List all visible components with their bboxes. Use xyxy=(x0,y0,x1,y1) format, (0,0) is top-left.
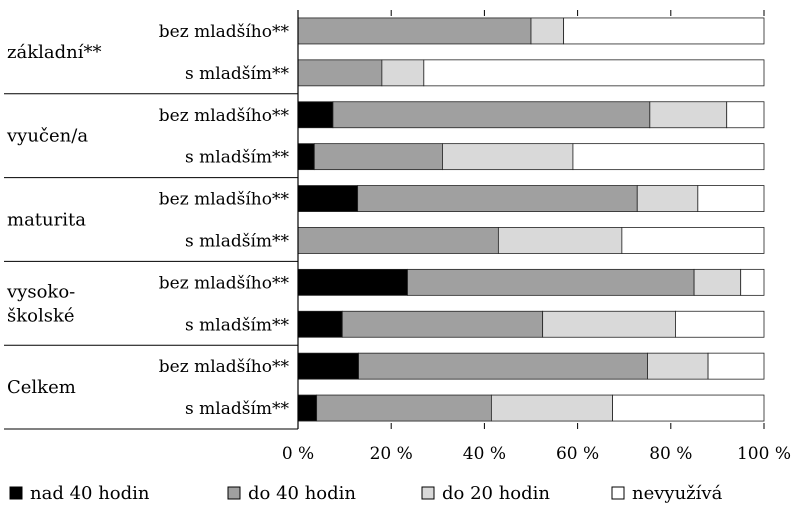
bar-g1-r1-s0 xyxy=(297,143,315,171)
bar-g1-r1-s1 xyxy=(313,143,443,171)
bar-g4-r1-s0 xyxy=(297,394,318,422)
row-label-g2-r0: bez mladšího** xyxy=(159,190,290,210)
bar-g1-r0-s0 xyxy=(297,101,334,129)
row-label-g0-r1: s mladším** xyxy=(185,64,289,84)
bar-g3-r0-s3 xyxy=(740,268,765,296)
bar-g2-r1-s1 xyxy=(297,227,499,254)
group-label-3-line-1: školské xyxy=(7,305,75,326)
x-tick-label-2: 40 % xyxy=(463,444,506,464)
bar-g2-r1-s3 xyxy=(621,227,765,254)
bar-g0-r1-s1 xyxy=(297,59,383,87)
group-label-1-line-0: vyučen/a xyxy=(6,126,88,147)
bar-g3-r1-s2 xyxy=(542,310,676,338)
bar-g2-r0-s2 xyxy=(636,185,699,212)
bar-g0-r1-s3 xyxy=(423,59,765,87)
row-label-g1-r1: s mladším** xyxy=(185,148,289,168)
row-label-g2-r1: s mladším** xyxy=(185,231,289,251)
row-label-g1-r0: bez mladšího** xyxy=(159,106,290,126)
row-label-g4-r1: s mladším** xyxy=(185,399,289,419)
group-label-4-line-0: Celkem xyxy=(7,377,76,398)
bar-g2-r0-s3 xyxy=(697,185,765,212)
bar-g2-r0-s1 xyxy=(357,185,638,212)
bar-g4-r0-s0 xyxy=(297,352,359,380)
x-tick-label-0: 0 % xyxy=(282,444,314,464)
bar-g0-r0-s3 xyxy=(563,17,765,45)
x-tick-label-3: 60 % xyxy=(556,444,599,464)
bar-g3-r0-s1 xyxy=(407,268,695,296)
row-label-g0-r0: bez mladšího** xyxy=(159,22,290,42)
legend-swatch-1 xyxy=(227,486,241,500)
bar-g3-r1-s1 xyxy=(341,310,544,338)
bar-g4-r0-s1 xyxy=(358,352,648,380)
row-label-g3-r0: bez mladšího** xyxy=(159,273,290,293)
x-tick-label-1: 20 % xyxy=(370,444,413,464)
bar-g4-r0-s2 xyxy=(647,352,709,380)
legend-swatch-2 xyxy=(421,486,435,500)
bar-g1-r0-s1 xyxy=(332,101,651,129)
bar-g1-r0-s2 xyxy=(649,101,728,129)
bar-g1-r1-s2 xyxy=(442,143,574,171)
bar-g2-r1-s2 xyxy=(497,227,623,254)
bar-g0-r0-s1 xyxy=(297,17,532,45)
group-label-3-line-0: vysoko- xyxy=(6,281,75,302)
bar-g0-r0-s2 xyxy=(530,17,565,45)
legend-label-0: nad 40 hodin xyxy=(30,483,150,504)
group-label-0-line-0: základní** xyxy=(7,42,101,63)
bar-g0-r1-s2 xyxy=(381,59,425,87)
legend-swatch-3 xyxy=(611,486,625,500)
legend-label-3: nevyužívá xyxy=(632,483,723,504)
bar-g4-r1-s3 xyxy=(612,394,765,422)
bar-g2-r0-s0 xyxy=(297,185,359,212)
bar-g1-r0-s3 xyxy=(726,101,765,129)
bar-g3-r0-s0 xyxy=(297,268,408,296)
row-label-g3-r1: s mladším** xyxy=(185,315,289,335)
group-label-2-line-0: maturita xyxy=(7,210,86,231)
legend-label-2: do 20 hodin xyxy=(442,483,550,504)
bar-g3-r1-s0 xyxy=(297,310,343,338)
bar-g4-r1-s1 xyxy=(316,394,492,422)
x-tick-label-4: 80 % xyxy=(649,444,692,464)
bar-g1-r1-s3 xyxy=(572,143,765,171)
bar-g3-r1-s3 xyxy=(675,310,765,338)
bar-g4-r1-s2 xyxy=(490,394,613,422)
row-label-g4-r0: bez mladšího** xyxy=(159,357,290,377)
legend-swatch-0 xyxy=(9,486,23,500)
bar-g4-r0-s3 xyxy=(707,352,765,380)
legend-label-1: do 40 hodin xyxy=(248,483,356,504)
bar-g3-r0-s2 xyxy=(693,268,742,296)
x-tick-label-5: 100 % xyxy=(737,444,791,464)
